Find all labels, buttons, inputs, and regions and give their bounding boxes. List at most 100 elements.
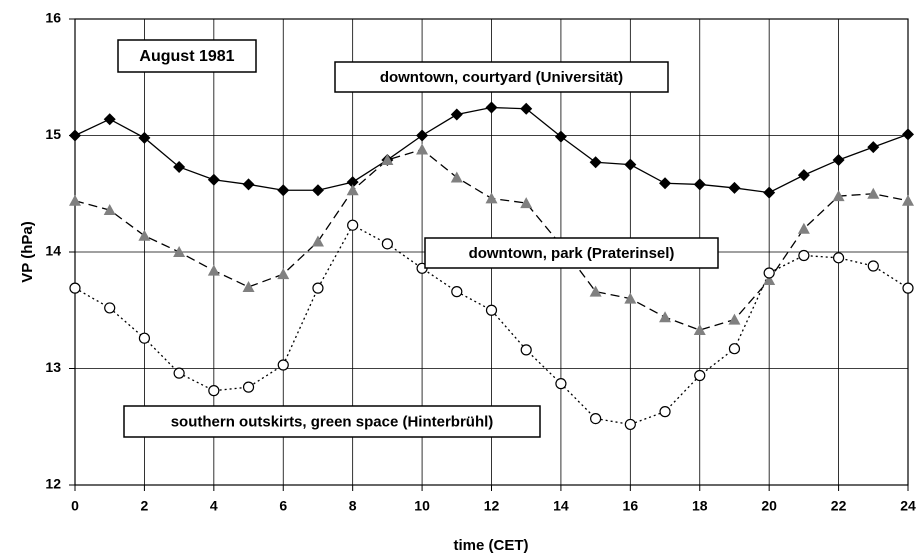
marker [138,332,151,344]
x-tick-label: 24 [900,498,916,514]
x-tick-label: 10 [414,498,430,514]
marker [694,369,706,382]
marker [69,282,81,294]
marker [485,101,498,114]
marker [69,194,81,206]
x-axis-label: time (CET) [454,537,529,554]
marker [207,264,220,276]
y-tick-label: 16 [45,10,61,26]
marker [485,304,498,316]
x-tick-label: 20 [761,498,777,514]
marker [902,128,914,141]
marker [485,192,498,204]
marker [728,313,741,325]
marker [902,194,914,206]
marker [416,129,429,142]
marker [659,311,672,323]
marker [138,131,151,144]
marker [624,292,637,304]
x-tick-label: 8 [349,498,357,514]
y-axis-label: VP (hPa) [19,221,36,282]
marker [207,173,220,186]
marker [763,273,776,285]
x-tick-label: 12 [484,498,500,514]
marker [346,184,359,196]
y-tick-label: 15 [45,126,61,142]
marker [347,219,359,231]
label-box [123,405,541,438]
marker [832,252,845,264]
marker [693,324,706,336]
annotation: downtown, courtyard (Universität) [380,69,623,86]
marker [902,282,914,294]
marker [103,204,116,216]
marker [311,235,324,247]
marker [867,187,880,199]
x-tick-label: 18 [692,498,708,514]
label-box [334,61,669,93]
marker [311,184,324,197]
marker [277,268,290,280]
marker [69,129,81,142]
annotation: downtown, park (Praterinsel) [469,245,675,262]
marker [832,153,845,166]
marker [867,141,880,154]
marker [554,130,567,143]
x-tick-label: 0 [71,498,79,514]
marker [659,406,671,418]
marker [520,344,532,356]
marker [208,385,220,397]
marker [763,186,776,199]
marker [451,286,463,298]
y-tick-label: 13 [45,359,61,375]
marker [659,177,672,190]
annotation: August 1981 [139,48,234,65]
x-tick-label: 6 [279,498,287,514]
marker [242,178,255,191]
marker [103,113,116,126]
marker [832,190,845,202]
marker [277,184,290,197]
marker [693,178,706,191]
marker [624,418,636,431]
marker [381,238,393,250]
marker [728,343,741,355]
x-tick-label: 16 [623,498,639,514]
x-tick-label: 22 [831,498,847,514]
marker [450,108,463,121]
marker [277,359,289,371]
marker [312,282,324,294]
marker [555,378,567,390]
label-box [424,237,719,269]
y-tick-label: 12 [45,476,61,492]
marker [867,260,879,272]
marker [242,381,255,393]
marker [173,160,186,173]
marker [728,181,741,194]
marker [590,412,602,425]
marker [520,102,533,115]
marker [173,367,185,379]
marker [589,156,602,169]
x-tick-label: 4 [210,498,218,514]
marker [624,158,637,171]
x-tick-label: 2 [141,498,149,514]
marker [173,246,186,257]
marker [797,169,810,182]
marker [242,280,255,292]
marker [104,302,116,314]
marker [589,285,602,297]
marker [763,267,775,279]
annotation: southern outskirts, green space (Hinterb… [171,413,494,430]
y-tick-label: 14 [45,243,61,259]
marker [450,171,463,183]
marker [416,143,429,155]
marker [346,176,359,189]
marker [138,229,151,241]
marker [520,197,533,209]
marker [381,153,394,165]
marker [797,222,810,234]
marker [798,249,810,262]
